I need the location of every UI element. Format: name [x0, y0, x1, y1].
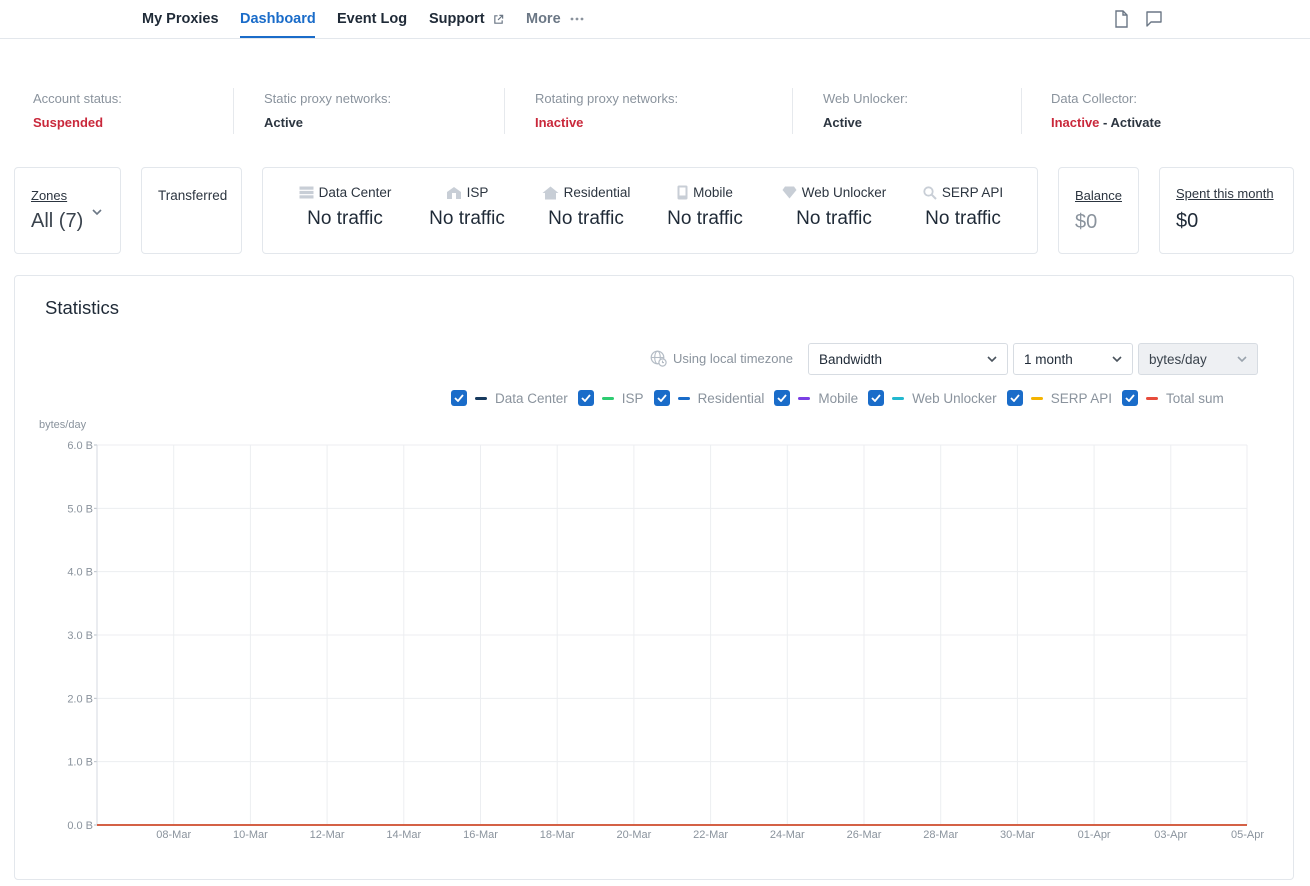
y-tick-label: 1.0 B — [67, 757, 93, 769]
traffic-value: No traffic — [526, 208, 646, 230]
balance-card: Balance $0 — [1058, 167, 1139, 254]
x-tick-label: 24-Mar — [770, 829, 805, 841]
status-value: Inactive - Activate — [1051, 115, 1161, 130]
traffic-value: No traffic — [407, 208, 527, 230]
status-value: Active — [823, 115, 908, 130]
x-tick-label: 03-Apr — [1154, 829, 1187, 841]
transferred-label: Transferred — [158, 188, 227, 203]
status-label: Rotating proxy networks: — [535, 91, 678, 106]
bandwidth-chart: bytes/day 0.0 B 1.0 B 2.0 B 3.0 B 4.0 B 5.0 B 6… — [15, 276, 1293, 879]
y-tick-label: 2.0 B — [67, 693, 93, 705]
x-tick-label: 20-Mar — [616, 829, 651, 841]
traffic-name: Residential — [564, 185, 631, 200]
balance-value: $0 — [1075, 211, 1097, 234]
zones-value: All (7) — [31, 210, 83, 233]
x-tick-label: 22-Mar — [693, 829, 728, 841]
top-navigation: My Proxies Dashboard Event Log Support M… — [0, 0, 1310, 39]
nav-event-log[interactable]: Event Log — [337, 11, 407, 27]
nav-support-label: Support — [429, 11, 485, 27]
traffic-name: SERP API — [942, 185, 1003, 200]
x-tick-label: 01-Apr — [1078, 829, 1111, 841]
spent-card: Spent this month $0 — [1159, 167, 1294, 254]
divider — [233, 88, 234, 134]
data-collector-status: Data Collector: Inactive - Activate — [1051, 91, 1161, 133]
static-proxy-status: Static proxy networks: Active — [264, 91, 391, 133]
y-tick-label: 4.0 B — [67, 567, 93, 579]
mobile-icon — [677, 185, 688, 200]
x-tick-label: 08-Mar — [156, 829, 191, 841]
external-link-icon — [493, 14, 504, 25]
nav-dashboard[interactable]: Dashboard — [240, 11, 316, 27]
status-label: Web Unlocker: — [823, 91, 908, 106]
traffic-value: No traffic — [905, 208, 1021, 230]
traffic-residential: Residential No traffic — [526, 185, 646, 230]
traffic-web-unlocker: Web Unlocker No traffic — [769, 185, 899, 230]
traffic-name: ISP — [467, 185, 489, 200]
y-tick-label: 5.0 B — [67, 503, 93, 515]
rotating-proxy-status: Rotating proxy networks: Inactive — [535, 91, 678, 133]
x-tick-label: 30-Mar — [1000, 829, 1035, 841]
y-tick-label: 0.0 B — [67, 820, 93, 832]
house-icon — [542, 186, 559, 200]
activate-link[interactable]: - Activate — [1099, 115, 1161, 130]
traffic-data-center: Data Center No traffic — [285, 185, 405, 230]
status-value: Inactive — [535, 115, 678, 130]
x-tick-label: 10-Mar — [233, 829, 268, 841]
data-collector-state: Inactive — [1051, 115, 1099, 130]
search-icon — [923, 186, 937, 200]
nav-more[interactable]: More — [526, 11, 585, 27]
status-label: Account status: — [33, 91, 122, 106]
building-icon — [446, 186, 462, 200]
zones-link[interactable]: Zones — [31, 188, 67, 203]
spent-link[interactable]: Spent this month — [1176, 186, 1274, 201]
traffic-name: Mobile — [693, 185, 733, 200]
x-tick-label: 14-Mar — [386, 829, 421, 841]
spent-value: $0 — [1176, 210, 1198, 233]
status-value: Suspended — [33, 115, 122, 130]
account-status: Account status: Suspended — [33, 91, 122, 133]
x-tick-label: 28-Mar — [923, 829, 958, 841]
traffic-serp-api: SERP API No traffic — [905, 185, 1021, 230]
chevron-down-icon[interactable] — [91, 208, 103, 216]
statistics-panel: Statistics Using local timezone Bandwidt… — [14, 275, 1294, 880]
status-label: Data Collector: — [1051, 91, 1161, 106]
traffic-value: No traffic — [285, 208, 405, 230]
y-axis-label: bytes/day — [39, 419, 87, 431]
traffic-mobile: Mobile No traffic — [645, 185, 765, 230]
balance-link[interactable]: Balance — [1075, 188, 1122, 203]
divider — [504, 88, 505, 134]
nav-my-proxies[interactable]: My Proxies — [142, 11, 219, 27]
status-label: Static proxy networks: — [264, 91, 391, 106]
server-icon — [299, 186, 314, 199]
status-value: Active — [264, 115, 391, 130]
zones-card[interactable]: Zones All (7) — [14, 167, 121, 254]
web-unlocker-status: Web Unlocker: Active — [823, 91, 908, 133]
divider — [792, 88, 793, 134]
traffic-value: No traffic — [769, 208, 899, 230]
x-tick-label: 16-Mar — [463, 829, 498, 841]
y-tick-label: 6.0 B — [67, 440, 93, 452]
y-tick-label: 3.0 B — [67, 630, 93, 642]
transferred-card: Transferred — [141, 167, 242, 254]
document-icon[interactable] — [1114, 10, 1129, 28]
traffic-card: Data Center No traffic ISP No traffic Re… — [262, 167, 1038, 254]
x-tick-label: 05-Apr — [1231, 829, 1264, 841]
nav-support[interactable]: Support — [429, 11, 504, 27]
diamond-icon — [782, 186, 797, 199]
x-tick-label: 18-Mar — [540, 829, 575, 841]
x-tick-label: 12-Mar — [310, 829, 345, 841]
ellipsis-icon — [569, 16, 585, 22]
traffic-name: Data Center — [319, 185, 392, 200]
chat-icon[interactable] — [1145, 10, 1163, 28]
traffic-value: No traffic — [645, 208, 765, 230]
x-tick-label: 26-Mar — [847, 829, 882, 841]
divider — [1021, 88, 1022, 134]
traffic-name: Web Unlocker — [802, 185, 887, 200]
nav-more-label: More — [526, 11, 561, 27]
traffic-isp: ISP No traffic — [407, 185, 527, 230]
active-tab-indicator — [240, 36, 315, 38]
